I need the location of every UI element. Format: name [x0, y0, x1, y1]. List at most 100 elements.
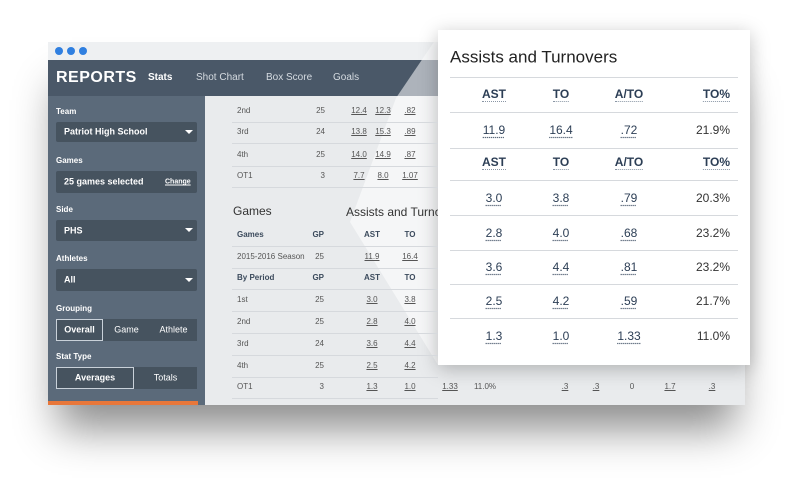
table-cell: 4th: [237, 150, 249, 159]
dropdown-value: Patriot High School: [64, 126, 148, 137]
table-cell: 14.9: [375, 150, 391, 159]
segment-button[interactable]: [56, 367, 134, 389]
segment-button[interactable]: [150, 319, 197, 341]
table-cell: 15.3: [375, 127, 391, 136]
table-cell: 2.8: [366, 317, 378, 326]
table-cell: 4.0: [552, 226, 570, 240]
table-cell: 4th: [237, 361, 249, 370]
field-label: Team: [56, 107, 77, 116]
window-dot: [67, 47, 75, 55]
table-cell: 3.6: [366, 339, 378, 348]
field-label: Grouping: [56, 304, 92, 313]
segment-label: Averages: [74, 372, 116, 383]
callout-beam: [350, 36, 438, 365]
table-cell: GP: [312, 273, 324, 282]
field-label: Side: [56, 205, 73, 214]
table-cell: 1.07: [402, 171, 418, 180]
table-cell: 14.0: [351, 150, 367, 159]
table-cell: 1.0: [404, 382, 416, 391]
table-cell: 3.8: [552, 191, 570, 205]
column-header: AST: [482, 87, 506, 102]
row-divider: [450, 215, 738, 216]
segment-button[interactable]: [134, 367, 197, 389]
table-cell: 21.7%: [695, 294, 730, 308]
table-cell: 8.0: [377, 171, 389, 180]
row-divider: [232, 355, 438, 356]
popup-title: Assists and Turnovers: [450, 47, 618, 67]
column-header: TO: [552, 155, 570, 170]
dropdown[interactable]: [56, 269, 197, 291]
nav-tab[interactable]: Box Score: [266, 72, 313, 83]
table-cell: 3rd: [237, 127, 249, 136]
table-cell: 0: [629, 382, 635, 391]
table-cell: 23.2%: [695, 260, 730, 274]
table-cell: 25: [315, 361, 324, 370]
table-cell: 2nd: [237, 317, 251, 326]
row-divider: [450, 112, 738, 113]
table-cell: 12.3: [375, 106, 391, 115]
row-divider: [450, 148, 738, 149]
nav-tab[interactable]: Stats: [148, 72, 173, 83]
table-cell: 2.5: [366, 361, 378, 370]
row-divider: [450, 250, 738, 251]
row-divider: [232, 246, 438, 247]
row-divider: [232, 122, 438, 123]
sidebar: [48, 96, 205, 405]
dropdown[interactable]: [56, 220, 197, 241]
segment-button[interactable]: [56, 319, 103, 341]
table-cell: 25: [316, 150, 325, 159]
segment-label: Game: [114, 324, 139, 335]
table-cell: 1.33: [617, 329, 641, 343]
dropdown[interactable]: [56, 171, 197, 193]
table-cell: .3: [561, 382, 569, 391]
table-cell: .89: [404, 127, 416, 136]
table-cell: 3rd: [237, 339, 249, 348]
table-cell: 25: [316, 106, 325, 115]
column-header: TO%: [702, 87, 730, 102]
table-cell: GP: [312, 230, 324, 239]
row-divider: [232, 143, 438, 144]
table-cell: 23.2%: [695, 226, 730, 240]
table-cell: 1.3: [485, 329, 503, 343]
table-cell: 24: [315, 339, 324, 348]
table-cell: 25: [315, 252, 324, 261]
table-cell: 16.4: [402, 252, 418, 261]
table-cell: 2nd: [237, 106, 251, 115]
table-cell: .82: [404, 106, 416, 115]
row-divider: [232, 398, 438, 399]
table-cell: AST: [364, 230, 380, 239]
table-cell: .3: [708, 382, 716, 391]
nav-tab[interactable]: Shot Chart: [196, 72, 244, 83]
table-cell: .3: [592, 382, 600, 391]
field-label: Athletes: [56, 254, 88, 263]
segment-label: Overall: [64, 324, 95, 335]
column-header: A/TO: [614, 87, 644, 102]
dropdown-value: 25 games selected: [64, 176, 144, 187]
table-cell: 4.4: [404, 339, 416, 348]
table-cell: 13.8: [351, 127, 367, 136]
segment-button[interactable]: [103, 319, 150, 341]
table-cell: 11.9: [364, 252, 380, 261]
dropdown-value: PHS: [64, 225, 83, 235]
table-cell: 7.7: [353, 171, 365, 180]
window-dot: [79, 47, 87, 55]
table-cell: 4.4: [552, 260, 570, 274]
column-header: A/TO: [614, 155, 644, 170]
table-cell: 3: [320, 171, 325, 180]
dropdown[interactable]: [56, 122, 197, 142]
field-label: Games: [56, 156, 83, 165]
change-link[interactable]: Change: [165, 178, 191, 186]
table-cell: TO: [404, 230, 416, 239]
table-cell: 3.6: [485, 260, 503, 274]
table-cell: 12.4: [351, 106, 367, 115]
nav-tab[interactable]: Goals: [333, 72, 360, 83]
column-header: TO%: [702, 155, 730, 170]
section-heading: Assists and Turnovers: [346, 205, 438, 219]
table-cell: .72: [620, 123, 638, 137]
table-cell: 16.4: [549, 123, 573, 137]
row-divider: [232, 377, 438, 378]
dropdown-caret: [185, 278, 193, 282]
table-cell: 3.0: [366, 295, 378, 304]
table-cell: .59: [620, 294, 638, 308]
dropdown-value: All: [64, 274, 76, 285]
